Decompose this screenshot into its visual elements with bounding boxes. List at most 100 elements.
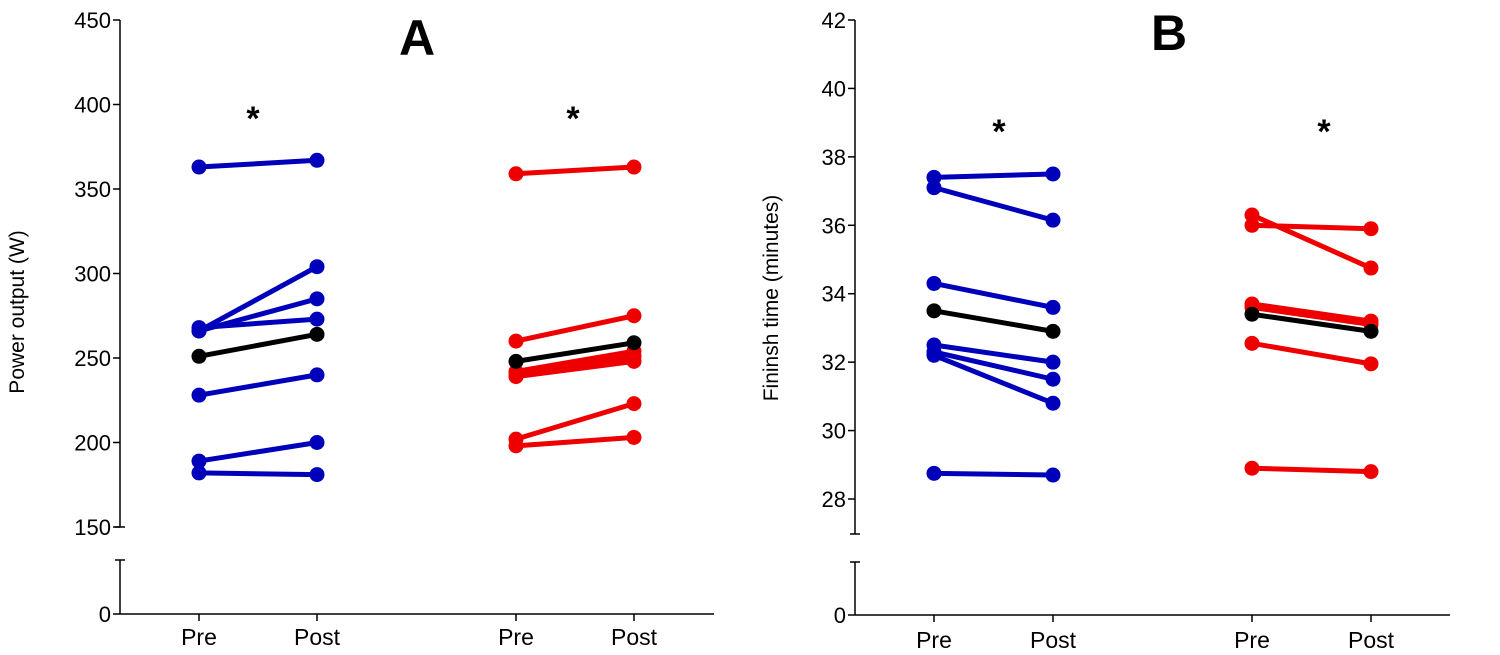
y-tick-label-zero: 0 (834, 603, 846, 628)
subject-5-post-point (626, 353, 642, 369)
subject-6-line (931, 352, 1056, 406)
subject-5-pre-point (508, 369, 524, 385)
subject-1-line (931, 171, 1056, 180)
subject-5-line (1249, 340, 1374, 367)
y-tick-label: 28 (822, 487, 846, 512)
subject-5-post-point (1045, 371, 1061, 387)
subject-3-post-point (309, 291, 325, 307)
subject-7-line (513, 434, 637, 449)
subject-4-post-point (1045, 354, 1061, 370)
mean-pre-point (926, 303, 942, 319)
subject-1-post-point (626, 159, 642, 175)
x-tick-label-pre: Pre (498, 624, 534, 650)
y-tick-label: 40 (822, 76, 846, 101)
x-tick-label-pre: Pre (916, 627, 952, 653)
subject-5-pre-point (191, 387, 207, 403)
subject-3-line (931, 280, 1056, 310)
panel-b-finish-time: 42 40 38 36 34 32 30 28 0 Pre Post Pre Post Fininsh t… (760, 5, 1450, 653)
subject-6-post-point (1363, 464, 1379, 480)
subject-4-line (1249, 304, 1374, 328)
subject-7-post-point (1045, 467, 1061, 483)
subject-7-pre-point (926, 465, 942, 481)
subject-1-pre-point (508, 166, 524, 182)
y-axis-title: Power output (W) (6, 230, 29, 393)
panel-a-power-output: 450 400 350 300 250 200 150 0 Pre Post Pre Post Powe… (6, 8, 714, 650)
y-tick-label: 30 (822, 419, 846, 444)
subject-1-pre-point (1244, 207, 1260, 223)
subject-2-pre-point (508, 333, 524, 349)
subject-3-post-point (1045, 299, 1061, 315)
subject-2-line (1249, 222, 1374, 232)
group-2 (1244, 207, 1379, 480)
subject-7-line (196, 470, 320, 478)
mean-pre-point (191, 348, 207, 364)
group-1 (926, 166, 1061, 483)
y-tick-label: 34 (822, 282, 846, 307)
subject-1-post-point (1045, 166, 1061, 182)
subject-7-post-point (626, 429, 642, 445)
x-tick-label-pre: Pre (1234, 627, 1270, 653)
mean-line (196, 331, 320, 359)
subject-7-pre-point (191, 465, 207, 481)
panel-label: A (399, 10, 435, 66)
significance-marker: * (566, 100, 580, 138)
group-2 (508, 159, 642, 454)
subject-4-post-point (309, 311, 325, 327)
subject-6-line (513, 401, 637, 442)
subject-5-line (513, 358, 637, 380)
subject-6-post-point (1045, 395, 1061, 411)
significance-marker: * (992, 113, 1006, 151)
subject-4-line (196, 316, 320, 331)
subject-6-pre-point (191, 453, 207, 469)
x-tick-label-post: Post (1348, 627, 1395, 653)
mean-line (1249, 311, 1374, 334)
subject-2-line (196, 264, 320, 334)
x-tick-label-post: Post (1030, 627, 1077, 653)
y-tick-label: 38 (822, 145, 846, 170)
y-tick-label: 150 (74, 515, 111, 540)
subject-2-post-point (1045, 212, 1061, 228)
subject-1-line (513, 164, 637, 177)
subject-1-line (196, 157, 320, 170)
x-tick-label-post: Post (611, 624, 658, 650)
subject-6-pre-point (926, 347, 942, 363)
mean-line (931, 308, 1056, 334)
subject-5-pre-point (1244, 335, 1260, 351)
y-tick-label: 200 (74, 431, 111, 456)
subject-4-line (931, 342, 1056, 365)
subject-6-post-point (309, 435, 325, 450)
mean-pre-point (1244, 306, 1260, 322)
subject-3-line (513, 348, 637, 375)
subject-6-post-point (626, 396, 642, 412)
mean-post-point (1363, 323, 1379, 339)
subject-2-post-point (1363, 221, 1379, 237)
y-tick-label: 300 (74, 262, 111, 287)
subject-3-line (1249, 301, 1374, 324)
subject-1-line (1249, 212, 1374, 271)
y-axis-title: Fininsh time (minutes) (760, 195, 783, 402)
subject-1-post-point (1363, 260, 1379, 276)
subject-2-post-point (309, 259, 325, 275)
significance-marker: * (246, 100, 260, 138)
subject-5-line (196, 372, 320, 398)
subject-2-line (513, 313, 637, 344)
subject-6-pre-point (1244, 460, 1260, 476)
subject-3-pre-point (926, 275, 942, 291)
subject-5-post-point (309, 367, 325, 383)
subject-7-post-point (309, 467, 325, 483)
y-tick-label: 250 (74, 346, 111, 371)
y-tick-label: 42 (822, 8, 846, 33)
subject-7-pre-point (508, 438, 524, 454)
subject-2-pre-point (1244, 217, 1260, 233)
subject-1-post-point (309, 152, 325, 168)
y-tick-label: 400 (74, 93, 111, 118)
x-tick-label-post: Post (294, 624, 341, 650)
y-tick-label: 32 (822, 350, 846, 375)
group-1 (191, 152, 325, 483)
subject-7-line (931, 470, 1056, 478)
subject-6-line (1249, 465, 1374, 475)
subject-5-line (931, 349, 1056, 382)
y-tick-label-zero: 0 (99, 602, 111, 627)
subject-1-pre-point (191, 159, 207, 175)
